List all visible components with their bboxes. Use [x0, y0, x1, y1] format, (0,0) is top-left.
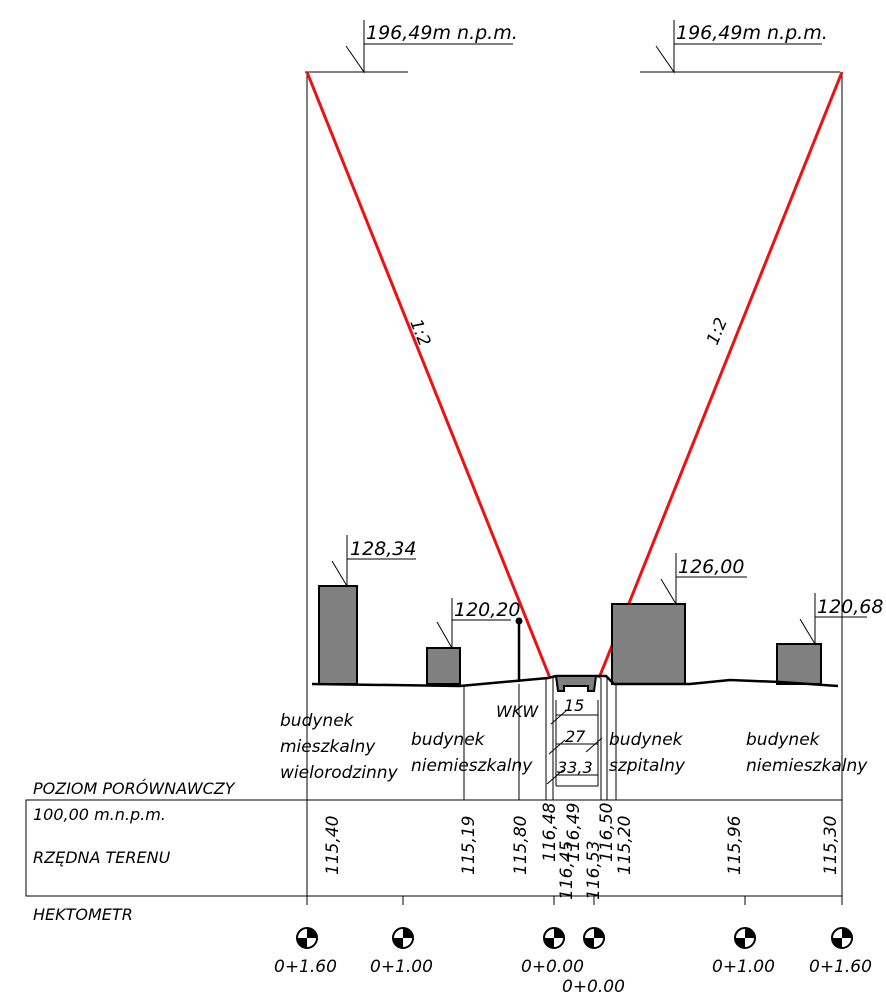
- height-marker-b2: 120,20: [436, 598, 520, 650]
- building-residential-block: [318, 585, 358, 685]
- road-layer-2: 27: [565, 727, 586, 746]
- station-marker: [734, 927, 756, 949]
- label-b3-line2: szpitalny: [609, 756, 686, 776]
- height-marker-b4: 120,68: [799, 593, 883, 646]
- label-b1-line3: wielorodzinny: [280, 763, 399, 783]
- station-marker: [296, 927, 318, 949]
- label-b3-line1: budynek: [609, 730, 684, 750]
- road-layer-3: 33,3: [557, 758, 593, 777]
- station-marker: [543, 927, 565, 949]
- height-b3-text: 126,00: [678, 556, 744, 578]
- terrain-value: 116,45: [557, 841, 577, 900]
- chainage-label: 0+1.60: [274, 957, 337, 977]
- label-b1-line1: budynek: [280, 711, 355, 731]
- terrain-value: 116,48: [540, 802, 560, 862]
- road-surface: [554, 675, 598, 692]
- building-nonresidential-left: [426, 647, 461, 685]
- wkw-lamp: [515, 617, 523, 625]
- chainage-label: 0+0.00: [562, 977, 625, 996]
- chainage-label: 0+1.00: [370, 957, 433, 977]
- top-level-right-text: 196,49m n.p.m.: [676, 22, 828, 44]
- terrain-table: [25, 799, 843, 897]
- terrain-value: 115,20: [615, 816, 635, 875]
- station-marker: [392, 927, 414, 949]
- height-b4-text: 120,68: [817, 596, 883, 618]
- label-b4-line2: niemieszkalny: [746, 756, 868, 776]
- label-wkw: WKW: [496, 702, 539, 721]
- height-marker-b3: 126,00: [660, 553, 747, 606]
- height-b2-text: 120,20: [454, 599, 520, 621]
- height-b1-text: 128,34: [350, 538, 416, 560]
- label-b1-line2: mieszkalny: [280, 737, 376, 757]
- label-b2-line1: budynek: [411, 730, 486, 750]
- building-hospital: [611, 603, 686, 685]
- terrain-value: 115,40: [323, 816, 343, 875]
- terrain-value: 115,96: [725, 815, 745, 875]
- terrain-value: 115,30: [821, 816, 841, 875]
- label-b2-line2: niemieszkalny: [411, 756, 533, 776]
- terrain-value: 116,50: [597, 803, 617, 862]
- terrain-value: 116,49: [564, 803, 584, 862]
- height-marker-b1: 128,34: [331, 535, 416, 588]
- top-level-marker-right: 196,49m n.p.m.: [640, 20, 840, 74]
- slope-line-right: [597, 71, 844, 679]
- terrain-value: 115,19: [459, 816, 479, 875]
- road-structure: 15 27 33,3: [545, 675, 617, 800]
- terrain-value: 115,80: [511, 816, 531, 875]
- road-layer-1: 15: [564, 696, 584, 715]
- hectometer-label: HEKTOMETR: [33, 905, 133, 924]
- chainage-label: 0+0.00: [521, 957, 584, 977]
- slope-label-right: 1:2: [703, 315, 732, 348]
- slope-line-left: [305, 71, 552, 679]
- station-marker: [831, 927, 853, 949]
- station-marker: [583, 927, 605, 949]
- building-nonresidential-right: [776, 643, 822, 685]
- terrain-value: 116,53: [584, 841, 604, 900]
- reference-level-title: POZIOM PORÓWNAWCZY: [33, 779, 236, 798]
- ground-line: [311, 674, 839, 688]
- label-b4-line1: budynek: [746, 730, 821, 750]
- slope-label-left: 1:2: [405, 316, 434, 349]
- chainage-label: 0+1.00: [712, 957, 775, 977]
- terrain-row-label: RZĘDNA TERENU: [33, 848, 171, 867]
- chainage-label: 0+1.60: [809, 957, 872, 977]
- reference-level-value: 100,00 m.n.p.m.: [33, 805, 166, 824]
- top-level-marker-left: 196,49m n.p.m.: [305, 20, 518, 74]
- top-level-left-text: 196,49m n.p.m.: [366, 22, 518, 44]
